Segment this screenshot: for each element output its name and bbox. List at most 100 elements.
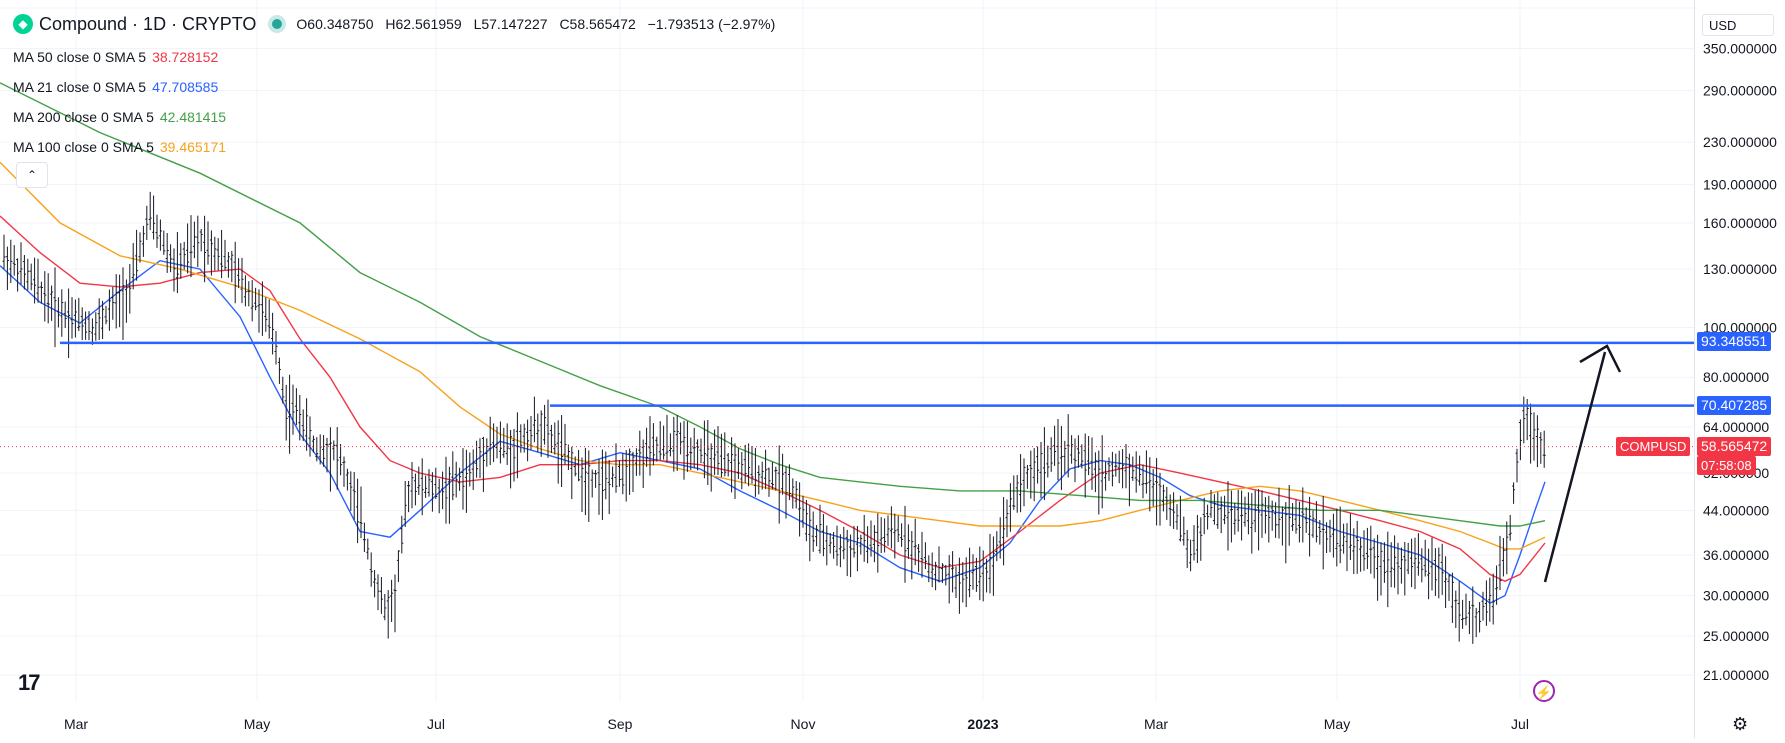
ohlc-bar xyxy=(876,513,880,573)
ohlc-bar xyxy=(60,289,64,337)
market-status-icon[interactable] xyxy=(272,19,283,29)
ohlc-bar xyxy=(1430,537,1434,591)
ohlc-bar xyxy=(345,468,349,491)
price-axis[interactable]: 350.000000 290.000000 230.000000 190.000000… xyxy=(1694,0,1785,738)
ohlc-bar xyxy=(556,420,560,484)
ohlc-bar xyxy=(1427,548,1431,600)
ohlc-bar xyxy=(641,439,645,489)
ohlc-bar xyxy=(481,436,485,492)
ohlc-bar xyxy=(1046,445,1050,478)
ohlc-bar xyxy=(464,449,468,513)
ohlc-bar xyxy=(427,469,431,497)
ohlc-bar xyxy=(216,238,220,271)
ohlc-bar xyxy=(1226,481,1230,551)
chevron-up-icon: ⌃ xyxy=(26,168,38,182)
ohlc-bar xyxy=(138,232,142,263)
indicator-ma21[interactable]: MA 21 close 0 SMA 5 47.708585 xyxy=(13,72,783,102)
ohlc-bar xyxy=(740,451,744,490)
ohlc-bar xyxy=(413,473,417,506)
ohlc-bar xyxy=(978,546,982,601)
indicator-ma100[interactable]: MA 100 close 0 SMA 5 39.465171 xyxy=(13,132,783,162)
ohlc-bar xyxy=(651,423,655,466)
ohlc-bar xyxy=(1144,450,1148,494)
ohlc-bar xyxy=(859,534,863,555)
ohlc-bar xyxy=(192,221,196,259)
ohlc-bar xyxy=(1083,433,1087,498)
ohlc-bar xyxy=(1505,521,1509,575)
ohlc-bar xyxy=(1243,496,1247,527)
ohlc-bar xyxy=(87,311,91,341)
y-tick-label: 44.000000 xyxy=(1703,502,1769,518)
ohlc-bar xyxy=(842,526,846,560)
ohlc-bar xyxy=(760,461,764,490)
ohlc-bar xyxy=(692,427,696,469)
ohlc-bar xyxy=(271,312,275,355)
ohlc-bar xyxy=(1178,495,1182,542)
ohlc-bar xyxy=(1539,432,1543,464)
ohlc-bar xyxy=(101,300,105,340)
chart-legend: ◆ Compound · 1D · CRYPTO O60.348750 H62.… xyxy=(13,12,783,162)
ohlc-bar xyxy=(1301,487,1305,543)
ohlc-bar xyxy=(458,467,462,491)
ohlc-bar xyxy=(974,557,978,592)
ohlc-bar xyxy=(373,570,377,598)
ohlc-bar xyxy=(124,279,128,323)
ohlc-bar xyxy=(2,234,6,270)
ohlc-bar xyxy=(750,446,754,484)
ohlc-bar xyxy=(1263,497,1267,534)
ohlc-bar xyxy=(1348,513,1352,561)
ohlc-bar xyxy=(784,466,788,519)
tradingview-logo-icon[interactable]: 17 xyxy=(18,670,41,695)
change-value: −1.793513 (−2.97%) xyxy=(647,16,776,32)
currency-selector[interactable]: USD xyxy=(1702,14,1774,36)
indicator-ma200[interactable]: MA 200 close 0 SMA 5 42.481415 xyxy=(13,102,783,132)
ohlc-bar xyxy=(471,449,475,491)
ohlc-bar xyxy=(1233,502,1237,535)
ohlc-bar xyxy=(107,289,111,331)
ohlc-bar xyxy=(332,440,336,461)
ohlc-bar xyxy=(515,412,519,479)
ohlc-bar xyxy=(631,451,635,493)
ohlc-bar xyxy=(526,419,530,462)
ohlc-bar xyxy=(403,481,407,527)
ohlc-bar xyxy=(1025,464,1029,489)
ohlc-bar xyxy=(736,448,740,480)
ohlc-bar xyxy=(1107,457,1111,481)
y-tick-label: 25.000000 xyxy=(1703,628,1769,644)
ohlc-bar xyxy=(971,554,975,590)
ohlc-bar xyxy=(349,471,353,511)
ohlc-bar xyxy=(70,297,74,339)
ohlc-bar xyxy=(454,461,458,498)
ohlc-bar xyxy=(441,471,445,510)
ohlc-bar xyxy=(597,458,601,515)
lightning-icon[interactable]: ⚡ xyxy=(1533,680,1555,702)
ohlc-bar xyxy=(852,525,856,558)
ohlc-bar xyxy=(1406,542,1410,575)
collapse-legend-button[interactable]: ⌃ xyxy=(16,162,48,188)
ohlc-bar xyxy=(1161,484,1165,512)
indicator-ma50[interactable]: MA 50 close 0 SMA 5 38.728152 xyxy=(13,42,783,72)
time-axis: Mar May Jul Sep Nov 2023 Mar May Jul xyxy=(64,716,1529,732)
ohlc-bar xyxy=(498,421,502,464)
ohlc-bar xyxy=(682,420,686,480)
ohlc-bar xyxy=(1495,565,1499,605)
indicator-label: MA 21 close 0 SMA 5 xyxy=(13,79,147,95)
ohlc-bar xyxy=(961,561,965,603)
y-tick-label: 36.000000 xyxy=(1703,547,1769,563)
ohlc-bar xyxy=(1059,425,1063,491)
ohlc-bar xyxy=(390,579,394,622)
ohlc-bar xyxy=(889,506,893,549)
ohlc-bar xyxy=(675,415,679,471)
ohlc-bar xyxy=(1474,607,1478,638)
ohlc-bar xyxy=(26,258,30,291)
price-chart[interactable]: Mar May Jul Sep Nov 2023 Mar May Jul xyxy=(0,0,1694,738)
ohlc-bar xyxy=(162,230,166,255)
ohlc-bar xyxy=(954,566,958,598)
x-tick-label: Mar xyxy=(64,716,88,732)
ohlc-bar xyxy=(1522,396,1526,444)
symbol-title[interactable]: Compound · 1D · CRYPTO xyxy=(39,14,257,34)
ohlc-bar xyxy=(1042,427,1046,501)
ohlc-bar xyxy=(655,436,659,462)
ohlc-bar xyxy=(311,435,315,453)
gear-icon[interactable]: ⚙ xyxy=(1732,714,1749,734)
